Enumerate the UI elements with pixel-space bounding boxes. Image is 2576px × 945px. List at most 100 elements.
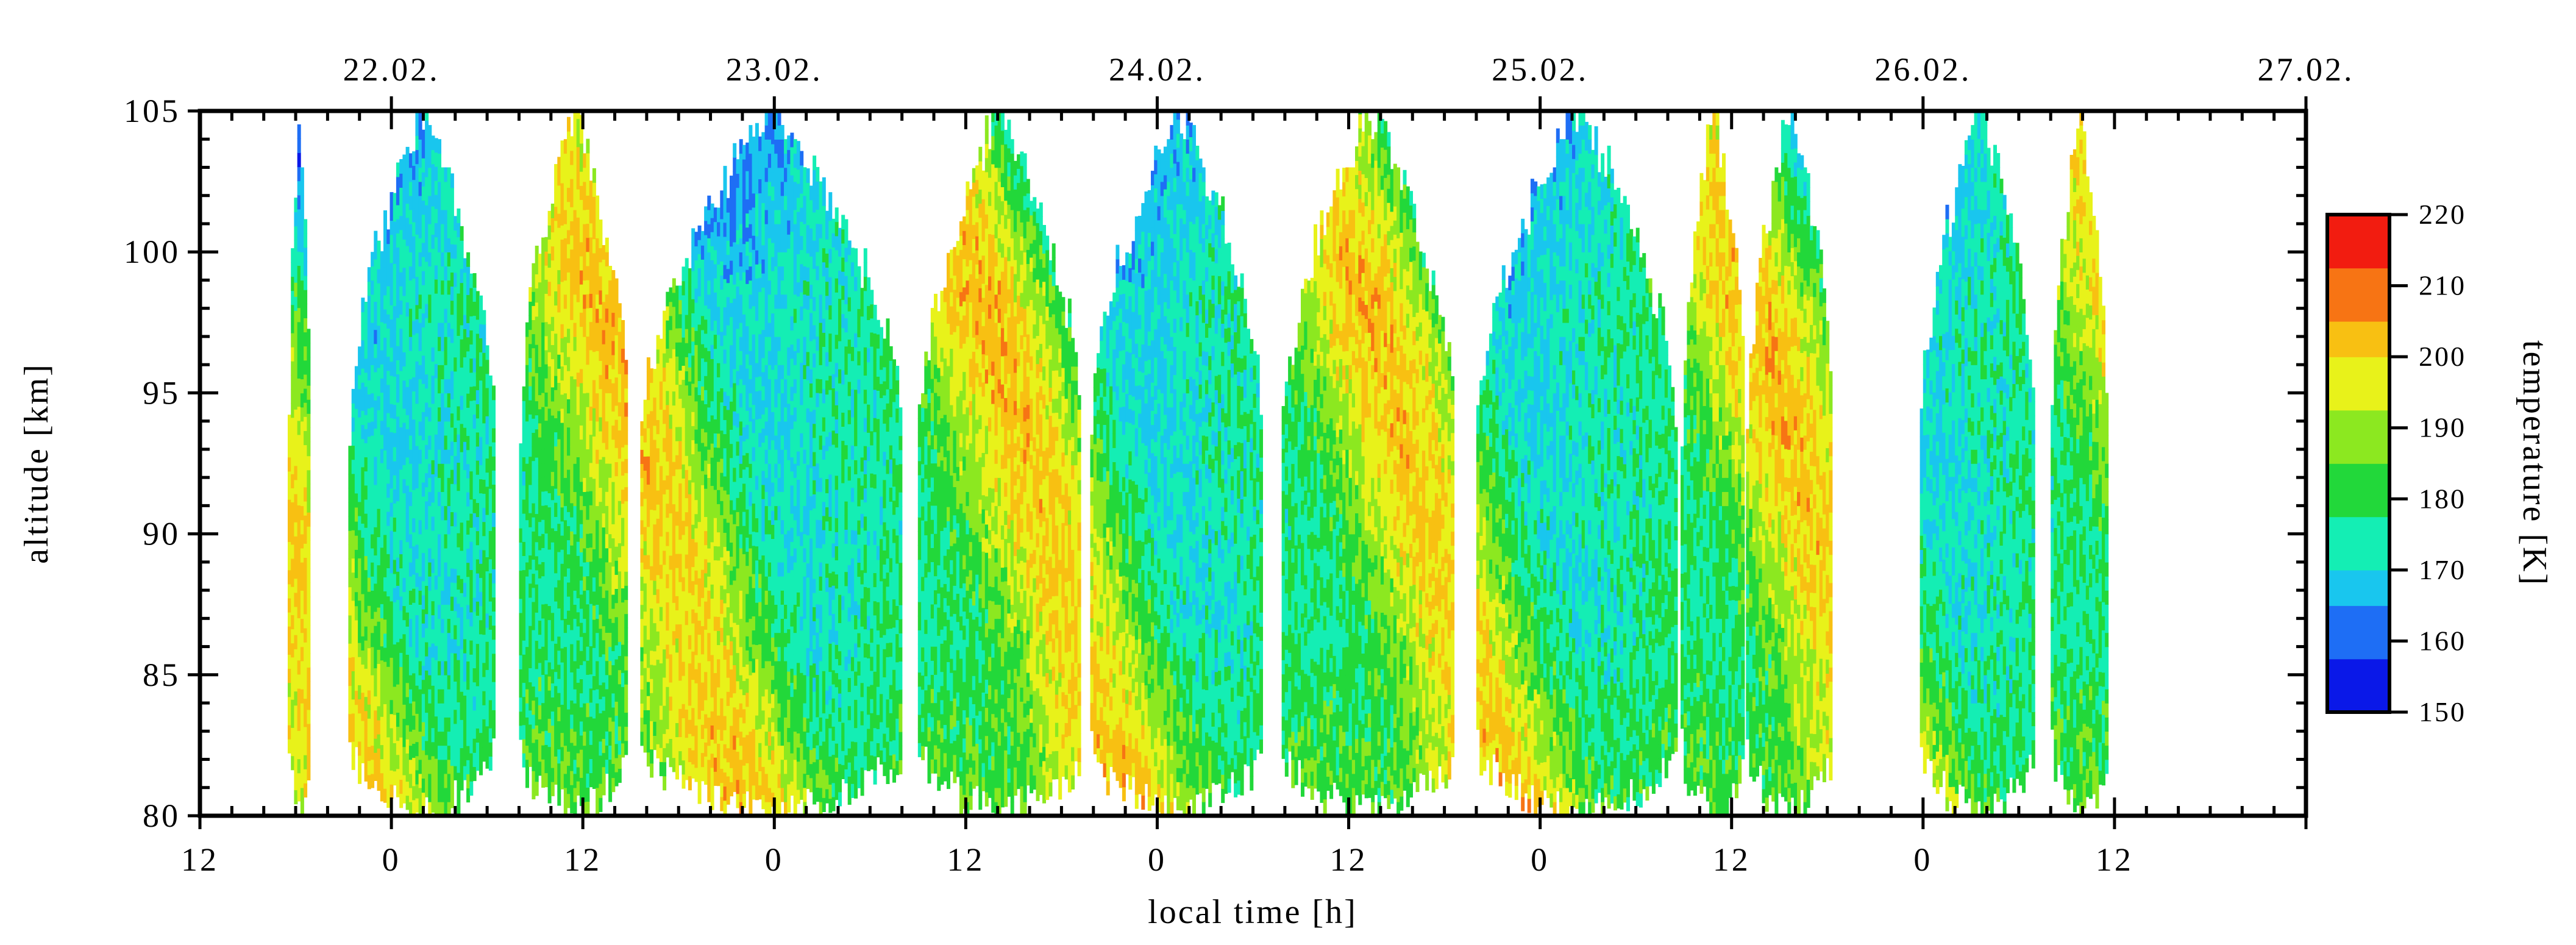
heatmap-cell: [739, 308, 743, 323]
heatmap-cell: [444, 365, 448, 379]
heatmap-cell: [602, 696, 606, 711]
heatmap-cell: [402, 437, 406, 451]
heatmap-cell: [608, 421, 612, 436]
heatmap-cell: [447, 675, 451, 690]
heatmap-cell: [406, 767, 410, 782]
heatmap-cell: [460, 325, 464, 340]
heatmap-cell: [711, 415, 714, 430]
heatmap-cell: [460, 395, 464, 410]
heatmap-cell: [348, 615, 352, 630]
heatmap-cell: [460, 677, 464, 692]
heatmap-cell: [583, 182, 586, 196]
heatmap-cell: [519, 500, 523, 515]
heatmap-cell: [428, 139, 432, 154]
heatmap-cell: [647, 569, 650, 583]
heatmap-cell: [432, 220, 435, 235]
heatmap-cell: [672, 645, 676, 660]
heatmap-cell: [567, 624, 571, 639]
heatmap-cell: [745, 777, 749, 791]
heatmap-cell: [435, 575, 438, 590]
heatmap-cell: [415, 544, 419, 559]
heatmap-cell: [463, 343, 467, 357]
heatmap-cell: [749, 421, 752, 436]
heatmap-cell: [580, 679, 583, 693]
heatmap-cell: [567, 244, 571, 259]
heatmap-cell: [742, 610, 746, 625]
heatmap-cell: [698, 366, 702, 381]
heatmap-cell: [348, 699, 352, 714]
heatmap-cell: [739, 477, 743, 492]
heatmap-cell: [707, 534, 711, 549]
heatmap-cell: [704, 376, 708, 390]
heatmap-cell: [640, 647, 644, 661]
heatmap-cell: [365, 725, 368, 740]
heatmap-cell: [727, 480, 730, 494]
heatmap-cell: [548, 789, 552, 804]
heatmap-cell: [717, 757, 720, 772]
heatmap-cell: [742, 793, 746, 808]
heatmap-cell: [482, 677, 486, 691]
heatmap-cell: [432, 234, 435, 249]
heatmap-cell: [644, 456, 647, 471]
heatmap-cell: [390, 376, 394, 390]
heatmap-cell: [466, 605, 470, 619]
heatmap-cell: [615, 560, 619, 575]
heatmap-cell: [301, 182, 304, 196]
heatmap-cell: [551, 288, 555, 303]
heatmap-cell: [482, 338, 486, 353]
heatmap-cell: [419, 562, 422, 577]
heatmap-cell: [454, 315, 457, 329]
heatmap-cell: [592, 450, 596, 465]
heatmap-cell: [574, 520, 577, 535]
heatmap-cell: [611, 594, 615, 609]
heatmap-cell: [688, 565, 692, 579]
heatmap-cell: [544, 322, 548, 337]
heatmap-cell: [492, 724, 496, 738]
heatmap-cell: [428, 491, 432, 506]
heatmap-cell: [525, 351, 529, 365]
heatmap-cell: [402, 465, 406, 479]
heatmap-cell: [691, 440, 695, 454]
heatmap-cell: [567, 526, 571, 540]
heatmap-cell: [441, 421, 444, 436]
heatmap-cell: [551, 401, 555, 416]
heatmap-cell: [304, 346, 307, 361]
heatmap-cell: [685, 385, 689, 399]
heatmap-cell: [752, 532, 756, 546]
heatmap-cell: [544, 293, 548, 308]
heatmap-cell: [611, 538, 615, 552]
heatmap-cell: [554, 333, 558, 348]
heatmap-cell: [538, 719, 542, 733]
heatmap-cell: [432, 558, 435, 573]
heatmap-cell: [758, 461, 762, 476]
heatmap-cell: [586, 322, 589, 337]
heatmap-cell: [454, 244, 457, 259]
heatmap-cell: [438, 562, 441, 577]
heatmap-cell: [755, 335, 759, 349]
heatmap-cell: [476, 333, 480, 348]
heatmap-cell: [605, 731, 609, 746]
heatmap-cell: [450, 173, 454, 188]
heatmap-cell: [535, 485, 539, 500]
heatmap-cell: [438, 379, 441, 393]
heatmap-cell: [415, 248, 419, 263]
heatmap-cell: [393, 672, 397, 687]
heatmap-cell: [425, 698, 429, 713]
heatmap-cell: [749, 224, 752, 238]
heatmap-cell: [675, 441, 679, 455]
heatmap-cell: [415, 460, 419, 474]
heatmap-cell: [618, 684, 622, 699]
heatmap-cell: [548, 549, 552, 564]
heatmap-cell: [374, 541, 377, 555]
heatmap-cell: [358, 671, 361, 685]
heatmap-cell: [482, 479, 486, 494]
heatmap-cell: [653, 637, 656, 651]
heatmap-cell: [435, 533, 438, 547]
heatmap-cell: [605, 280, 609, 294]
heatmap-cell: [701, 668, 705, 683]
heatmap-cell: [441, 407, 444, 422]
heatmap-cell: [352, 403, 355, 418]
heatmap-cell: [476, 573, 480, 588]
heatmap-cell: [297, 308, 301, 323]
heatmap-cell: [663, 353, 666, 368]
